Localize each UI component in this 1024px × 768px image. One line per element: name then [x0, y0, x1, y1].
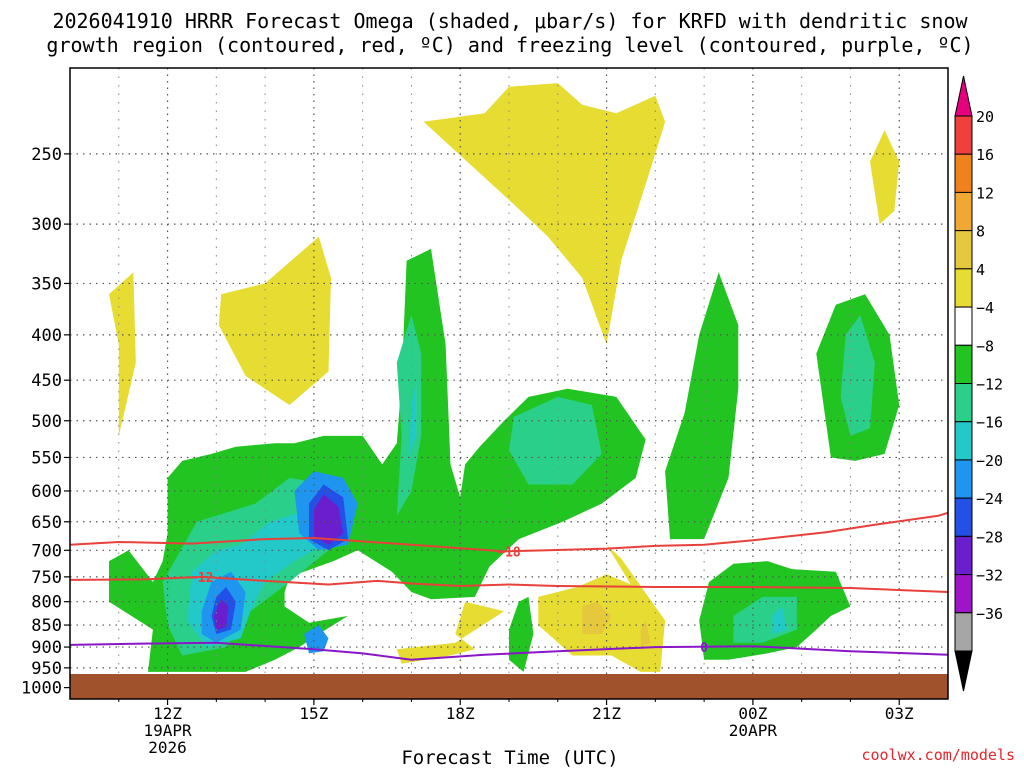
omega-region-2 — [423, 83, 666, 345]
omega-region-17 — [409, 380, 417, 458]
omega-region-3 — [870, 130, 900, 225]
dgz-contour-1-label: −12 — [190, 571, 213, 586]
colorbar-label-2: 12 — [976, 184, 994, 202]
y-tick-label-800: 800 — [31, 593, 62, 613]
colorbar-label-7: −12 — [976, 376, 1003, 394]
chart-title-line-1: 2026041910 HRRR Forecast Omega (shaded, … — [52, 9, 968, 33]
omega-region-9 — [665, 272, 739, 540]
x-tick-label-12Z: 12Z — [153, 704, 182, 723]
y-tick-label-950: 950 — [31, 659, 62, 679]
grid-lines — [70, 68, 948, 699]
dgz-contour-0-line — [70, 511, 948, 553]
y-tick-label-250: 250 — [31, 145, 62, 165]
omega-region-7 — [509, 596, 534, 672]
omega-region-21 — [304, 625, 329, 654]
omega-region-0 — [109, 272, 136, 436]
colorbar-label-5: −4 — [976, 299, 994, 317]
y-tick-label-700: 700 — [31, 541, 62, 561]
colorbar-label-9: −20 — [976, 452, 1003, 470]
freezing-contour-0-label: 0 — [700, 641, 708, 656]
x-tick-sublabel: 20APR — [729, 721, 778, 740]
colorbar-label-0: 20 — [976, 108, 994, 126]
y-tick-label-500: 500 — [31, 412, 62, 432]
ground-strip — [70, 674, 948, 699]
y-tick-label-1000: 1000 — [21, 679, 62, 699]
contour-lines: −18 −12 0 — [70, 511, 948, 661]
y-tick-label-650: 650 — [31, 513, 62, 533]
x-tick-sublabel: 19APR — [143, 721, 192, 740]
colorbar-label-8: −16 — [976, 414, 1003, 432]
colorbar-swatch-5 — [954, 306, 973, 346]
y-tick-label-750: 750 — [31, 568, 62, 588]
colorbar-label-6: −8 — [976, 337, 994, 355]
y-tick-label-350: 350 — [31, 274, 62, 294]
colorbar-label-12: −32 — [976, 567, 1003, 585]
colorbar-top-triangle — [954, 75, 973, 117]
x-tick-label-15Z: 15Z — [299, 704, 328, 723]
colorbar-label-10: −24 — [976, 490, 1003, 508]
colorbar-label-1: 16 — [976, 146, 994, 164]
y-axis: 2503003504004505005506006507007508008509… — [21, 145, 70, 699]
y-tick-label-400: 400 — [31, 326, 62, 346]
omega-region-1 — [218, 236, 331, 405]
colorbar-swatch-4 — [954, 268, 973, 308]
colorbar-swatch-1 — [954, 153, 973, 193]
x-tick-label-21Z: 21Z — [592, 704, 621, 723]
colorbar-swatch-0 — [954, 115, 973, 155]
colorbar-swatch-6 — [954, 344, 973, 384]
omega-region-27 — [640, 620, 651, 648]
dgz-contour-0-label: −18 — [497, 545, 521, 560]
chart-title: 2026041910 HRRR Forecast Omega (shaded, … — [46, 9, 973, 57]
omega-region-18 — [772, 606, 787, 634]
omega-region-4 — [396, 601, 505, 664]
colorbar: 20 16 12 8 4 −4 −8 −12 −16 −20 −24 −28 −32 −36 — [954, 75, 1003, 692]
omega-region-13 — [509, 396, 602, 485]
omega-region-15 — [840, 315, 875, 436]
omega-region-24 — [213, 599, 229, 630]
colorbar-label-11: −28 — [976, 528, 1003, 546]
colorbar-swatch-10 — [954, 497, 973, 537]
omega-region-12 — [396, 315, 422, 516]
y-tick-label-300: 300 — [31, 215, 62, 235]
y-tick-label-550: 550 — [31, 448, 62, 468]
colorbar-swatch-2 — [954, 191, 973, 232]
watermark: coolwx.com/models — [861, 746, 1015, 764]
colorbar-label-4: 4 — [976, 261, 985, 279]
colorbar-swatch-3 — [954, 230, 973, 270]
y-tick-label-450: 450 — [31, 371, 62, 391]
colorbar-swatch-11 — [954, 535, 973, 576]
colorbar-bottom-triangle — [954, 650, 973, 692]
colorbar-swatch-7 — [954, 383, 973, 423]
omega-region-25 — [313, 494, 344, 545]
omega-shaded-fields — [109, 83, 900, 672]
colorbar-swatch-8 — [954, 421, 973, 461]
omega-region-26 — [582, 601, 612, 634]
x-tick-label-03Z: 03Z — [885, 704, 914, 723]
y-tick-label-900: 900 — [31, 638, 62, 658]
y-tick-label-600: 600 — [31, 482, 62, 502]
freezing-contour-0-line — [70, 641, 948, 661]
dgz-contour-1-line — [70, 575, 948, 593]
colorbar-swatch-9 — [954, 459, 973, 499]
chart-title-line-2: growth region (contoured, red, ºC) and f… — [46, 33, 973, 57]
x-tick-label-18Z: 18Z — [446, 704, 475, 723]
colorbar-label-13: −36 — [976, 605, 1003, 623]
y-tick-label-850: 850 — [31, 616, 62, 636]
x-tick-sublabel: 2026 — [148, 738, 187, 757]
colorbar-label-3: 8 — [976, 223, 985, 241]
x-axis-title: Forecast Time (UTC) — [401, 747, 618, 768]
colorbar-swatch-13 — [954, 612, 973, 652]
x-tick-label-00Z: 00Z — [738, 704, 767, 723]
colorbar-swatch-12 — [954, 574, 973, 614]
